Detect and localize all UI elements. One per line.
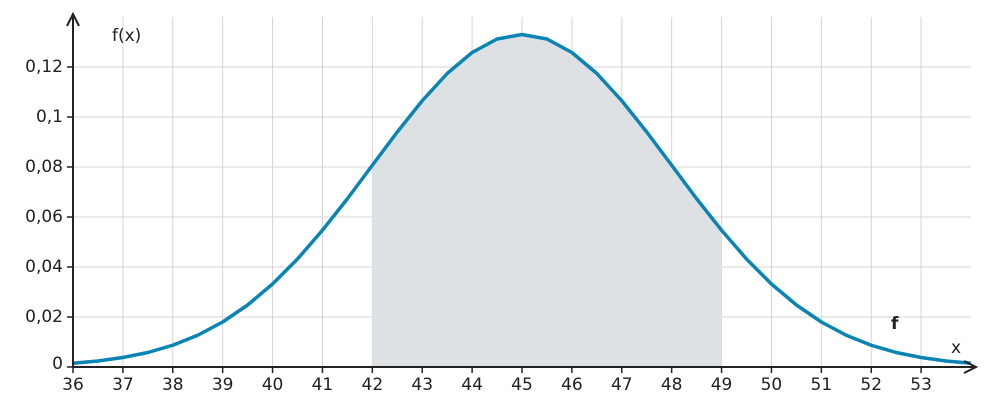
y-tick-label: 0,04 [25,257,63,277]
x-axis-arrow [963,360,979,374]
curve-label: f [891,314,899,334]
y-tick-label: 0,1 [36,107,63,127]
x-tick-label: 46 [561,375,583,395]
y-tick-label: 0,06 [25,207,63,227]
y-tick-label: 0 [52,354,63,374]
shaded-area [372,34,722,367]
x-tick-label: 45 [511,375,533,395]
x-tick-label: 53 [910,375,932,395]
x-tick-label: 42 [362,375,384,395]
x-tick-label: 47 [611,375,633,395]
y-tick-label: 0,02 [25,307,63,327]
x-tick-label: 44 [461,375,483,395]
x-tick-label: 49 [711,375,733,395]
x-axis-label: x [951,338,961,358]
curve [72,32,972,365]
x-tick-label: 50 [761,375,783,395]
y-tick-label: 0,12 [25,57,63,77]
x-tick-label: 48 [661,375,683,395]
y-axis-label: f(x) [112,26,141,46]
y-tick-label: 0,08 [25,157,63,177]
x-tick-label: 51 [811,375,833,395]
x-tick-label: 38 [162,375,184,395]
x-tick-label: 37 [112,375,134,395]
x-tick-label: 36 [62,375,84,395]
x-tick-label: 39 [212,375,234,395]
x-tick-label: 43 [411,375,433,395]
x-tick-label: 41 [312,375,334,395]
x-tick-label: 52 [860,375,882,395]
y-axis-arrow [66,11,80,27]
x-tick-label: 40 [262,375,284,395]
